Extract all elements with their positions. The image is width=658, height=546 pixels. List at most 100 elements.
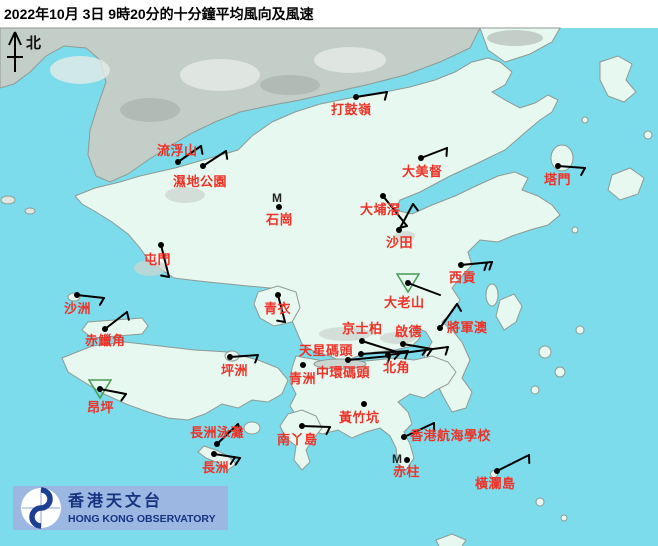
station-label: 石崗 [265, 212, 293, 227]
wind-barb-feather [160, 274, 170, 278]
wind-barb-shaft [177, 145, 202, 163]
wind-barb-feather [229, 456, 237, 465]
m-marker: M [272, 191, 282, 205]
urban-texture [180, 59, 260, 91]
station-label: 沙田 [386, 235, 413, 250]
wind-barb-feather [120, 393, 127, 402]
station-wetland-park: 濕地公園 [173, 150, 229, 189]
wind-barb-feather [488, 261, 493, 271]
wind-barb-feather [254, 354, 259, 364]
station-lau-fau-shan: 流浮山 [157, 143, 204, 165]
wind-barb-shaft [301, 425, 331, 428]
hko-logo-chinese: 香港天文台 [67, 491, 163, 510]
tsing-yi-island [253, 285, 301, 327]
station-label: 青衣 [264, 301, 291, 316]
hko-logo-swirl [29, 487, 53, 529]
station-dot [299, 423, 305, 429]
lantau-island [61, 341, 289, 421]
station-dot [361, 401, 367, 407]
wind-barb-shaft [76, 294, 105, 299]
station-label: 青洲 [289, 371, 316, 386]
wind-barb-feather [225, 150, 229, 160]
triangle-marker [87, 379, 113, 400]
station-tuen-mun: 屯門 [144, 242, 171, 278]
wind-barb-feather [456, 303, 463, 312]
wind-barb-shaft [360, 350, 409, 355]
islet [643, 130, 653, 140]
urban-texture [165, 187, 205, 203]
station-dot [102, 326, 108, 332]
islet [24, 207, 36, 215]
islet [575, 325, 585, 335]
wind-barb-feather [98, 297, 105, 306]
station-dot [175, 159, 181, 165]
station-label: 大美督 [402, 164, 443, 179]
chek-lap-kok-airport-island [81, 317, 149, 339]
wind-barb-feather [483, 261, 489, 272]
station-label: 屯門 [144, 252, 171, 267]
station-dot [214, 441, 220, 447]
new-territories-land [74, 57, 561, 413]
station-tai-po-kau: 大埔滘 [360, 193, 408, 229]
wind-barb-feather [412, 203, 419, 212]
station-sha-tin: 沙田 [386, 203, 419, 250]
wind-barb-shaft [277, 294, 286, 323]
station-dot [158, 242, 164, 248]
station-label: 打鼓嶺 [331, 102, 372, 117]
station-label: 長洲泳灘 [190, 425, 244, 440]
station-label: 赤鱲角 [85, 333, 126, 348]
wind-barb-shaft [496, 454, 530, 472]
station-hk-sea-school: 香港航海學校 [401, 422, 491, 443]
islet [571, 226, 579, 234]
station-dot [400, 341, 406, 347]
station-label: 北角 [383, 360, 410, 375]
station-label: 京士柏 [342, 321, 383, 336]
station-green-island: 青洲 [289, 362, 316, 386]
station-dot [404, 457, 410, 463]
station-dot [437, 325, 443, 331]
station-sai-kung: 西貢 [449, 261, 493, 285]
station-dot [74, 292, 80, 298]
station-label: 橫瀾島 [475, 476, 516, 491]
wind-barb-shaft [407, 282, 441, 296]
islet [554, 366, 566, 378]
station-label: 濕地公園 [173, 174, 227, 189]
triangle-marker [395, 273, 421, 294]
station-tates-cairn: 大老山 [384, 273, 441, 310]
station-label: 坪洲 [221, 363, 248, 378]
wind-barb-shaft [403, 422, 435, 438]
station-dot [396, 227, 402, 233]
station-shek-kong: M 石崗 [265, 191, 293, 227]
wind-barb-shaft [216, 423, 239, 445]
urban-texture [50, 56, 110, 84]
station-label: 中環碼頭 [316, 365, 371, 380]
islet [530, 385, 540, 395]
islet [0, 195, 16, 205]
hko-logo-english: HONG KONG OBSERVATORY [68, 513, 216, 525]
hko-logo: 香港天文台 HONG KONG OBSERVATORY [13, 486, 228, 530]
station-dot [97, 386, 103, 392]
station-label: 南丫島 [277, 432, 318, 447]
crooked-island-group [599, 55, 637, 103]
urban-texture [314, 47, 386, 73]
station-north-point: 北角 [383, 346, 449, 375]
station-tap-mun: 塔門 [544, 163, 586, 187]
wind-barb-feather [276, 319, 286, 323]
station-label: 大老山 [384, 295, 425, 310]
station-dot [385, 352, 391, 358]
station-dot [359, 338, 365, 344]
station-central-pier: 中環碼頭 [316, 355, 391, 380]
islet [538, 345, 552, 359]
wind-barb-shaft [160, 244, 170, 278]
station-dot [418, 155, 424, 161]
cheung-chau-island [197, 445, 237, 471]
islet [581, 116, 589, 124]
wind-barb-feather [383, 91, 388, 101]
station-dot [227, 354, 233, 360]
station-label: 昂坪 [87, 400, 114, 415]
urban-texture [487, 30, 543, 46]
station-tsing-yi: 青衣 [264, 292, 291, 323]
